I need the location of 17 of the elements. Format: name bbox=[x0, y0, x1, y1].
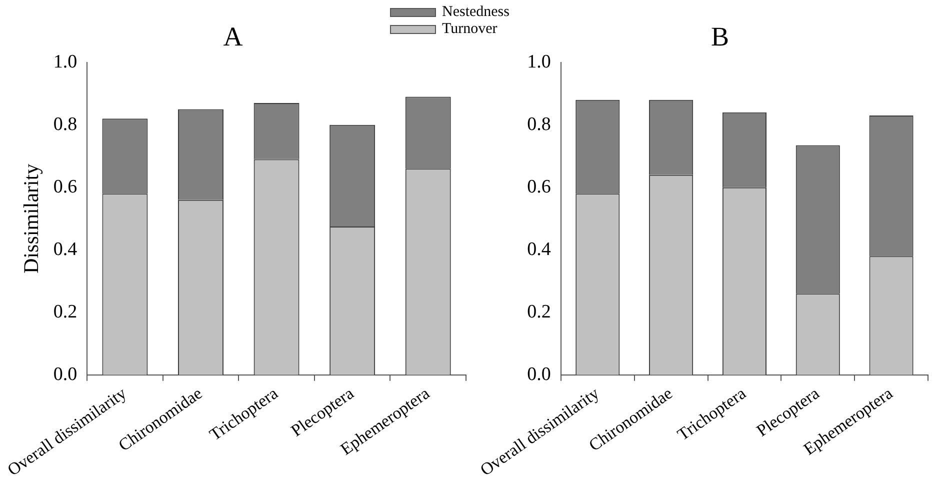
y-axis-title: Dissimilarity bbox=[19, 163, 44, 274]
y-tick-label: 0.6 bbox=[527, 176, 551, 198]
y-tick-label: 0.2 bbox=[527, 301, 551, 322]
y-tick-label: 0.0 bbox=[53, 364, 78, 385]
y-tick-label: 0.6 bbox=[53, 176, 78, 198]
y-tick-label: 0.2 bbox=[53, 301, 78, 322]
chart-title: B bbox=[710, 21, 730, 52]
y-tick-label: 1.0 bbox=[53, 51, 78, 72]
y-tick-label: 1.0 bbox=[527, 51, 551, 72]
legend-label: Nestedness bbox=[442, 4, 510, 21]
y-tick-label: 0.8 bbox=[53, 114, 78, 135]
y-tick-label: 0.8 bbox=[527, 114, 551, 135]
legend-label: Turnover bbox=[442, 21, 498, 38]
y-tick-label: 0.4 bbox=[527, 238, 552, 260]
y-tick-label: 0.0 bbox=[527, 364, 551, 385]
y-tick-label: 0.4 bbox=[53, 238, 78, 260]
chart-title: A bbox=[223, 21, 244, 52]
